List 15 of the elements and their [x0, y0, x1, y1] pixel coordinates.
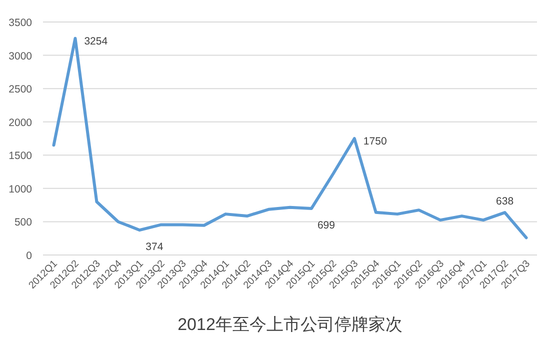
data-label: 699: [317, 219, 336, 232]
y-tick-label: 2000: [8, 116, 32, 129]
text: 2012年至今上市公司停牌家次: [178, 315, 402, 334]
y-tick-label: 1500: [8, 150, 32, 162]
line-series: [52, 36, 528, 240]
data-label: 374: [146, 241, 164, 254]
y-tick-label: 3500: [8, 17, 32, 29]
data-label: 1750: [363, 136, 387, 148]
y-tick-label: 500: [14, 216, 32, 229]
y-tick-label: 1000: [8, 183, 32, 196]
y-tick-label: 0: [26, 250, 32, 262]
data-label: 3254: [84, 35, 108, 48]
y-tick-label: 3000: [8, 50, 32, 62]
y-tick-label: 2500: [8, 84, 32, 96]
data-label: 638: [496, 196, 514, 208]
